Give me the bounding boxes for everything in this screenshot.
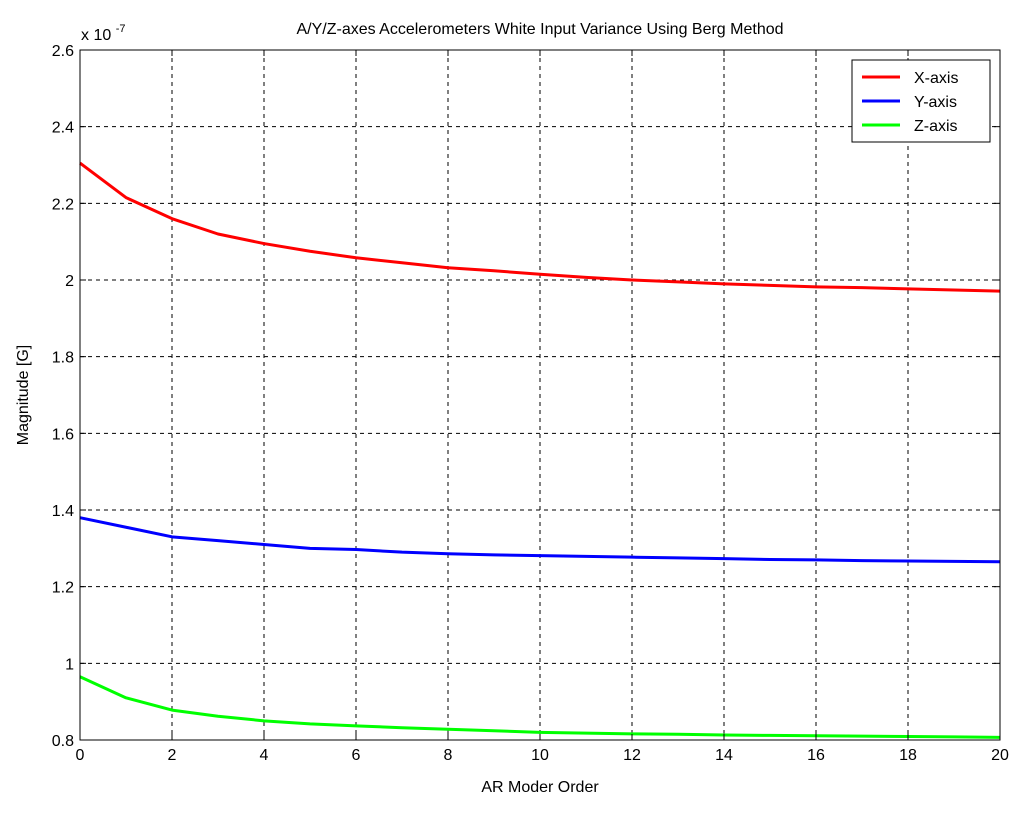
x-tick-label: 20 bbox=[991, 747, 1009, 764]
y-tick-label: 1.6 bbox=[52, 426, 74, 443]
x-tick-label: 2 bbox=[168, 747, 177, 764]
x-tick-label: 16 bbox=[807, 747, 825, 764]
y-axis-exponent: x 10 -7 bbox=[81, 23, 125, 44]
x-tick-label: 10 bbox=[531, 747, 549, 764]
y-tick-label: 1.4 bbox=[52, 503, 74, 520]
y-axis-exponent-power: -7 bbox=[116, 23, 126, 35]
y-tick-label: 2 bbox=[65, 273, 74, 290]
x-tick-label: 4 bbox=[260, 747, 269, 764]
series-line-x-axis bbox=[79, 161, 1001, 293]
y-axis-label: Magnitude [G] bbox=[15, 345, 32, 446]
axis-ticks: 0 2 4 6 8 10 12 14 16 18 20 0.8 1 1.2 1.4 1.6 1.8 2 2.2 2.4… bbox=[52, 43, 1009, 764]
series-line-y-axis bbox=[79, 516, 1001, 564]
x-tick-label: 12 bbox=[623, 747, 641, 764]
grid bbox=[80, 50, 1000, 740]
legend-label: Z-axis bbox=[914, 118, 958, 135]
y-tick-label: 1.8 bbox=[52, 350, 74, 367]
series-layer bbox=[79, 161, 1001, 739]
y-tick-label: 0.8 bbox=[52, 733, 74, 750]
y-tick-label: 2.2 bbox=[52, 196, 74, 213]
x-tick-label: 0 bbox=[76, 747, 85, 764]
x-axis-label: AR Moder Order bbox=[481, 779, 599, 796]
y-tick-label: 2.4 bbox=[52, 120, 74, 137]
y-tick-label: 2.6 bbox=[52, 43, 74, 60]
series-line-z-axis bbox=[79, 675, 1001, 739]
legend-label: X-axis bbox=[914, 70, 958, 87]
x-tick-label: 6 bbox=[352, 747, 361, 764]
x-tick-label: 14 bbox=[715, 747, 733, 764]
chart-title: A/Y/Z-axes Accelerometers White Input Va… bbox=[296, 21, 783, 38]
y-axis-exponent-base: x 10 bbox=[81, 27, 111, 44]
y-tick-label: 1 bbox=[65, 656, 74, 673]
y-tick-label: 1.2 bbox=[52, 580, 74, 597]
x-tick-label: 8 bbox=[444, 747, 453, 764]
legend-label: Y-axis bbox=[914, 94, 957, 111]
x-tick-label: 18 bbox=[899, 747, 917, 764]
legend: X-axis Y-axis Z-axis bbox=[851, 59, 991, 143]
